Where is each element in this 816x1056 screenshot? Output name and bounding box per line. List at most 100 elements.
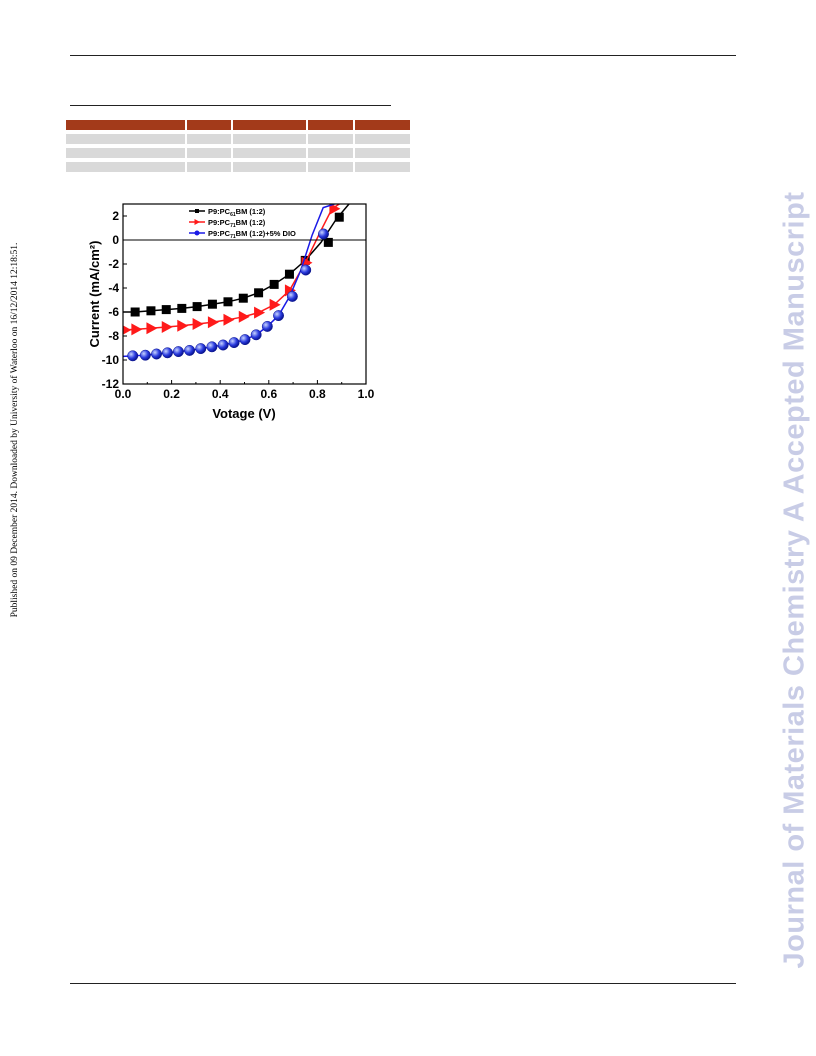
table-cell xyxy=(66,148,187,158)
table-cell xyxy=(308,162,355,172)
x-tick-label: 0.0 xyxy=(115,387,132,401)
table-cell xyxy=(308,134,355,144)
x-tick-label: 0.8 xyxy=(309,387,326,401)
series-line xyxy=(123,204,350,313)
data-point xyxy=(192,318,204,330)
data-point xyxy=(177,319,189,332)
data-point xyxy=(207,299,217,309)
table-header-cell xyxy=(187,120,233,130)
legend-item: P9:PC71BM (1:2) xyxy=(189,218,266,229)
data-point xyxy=(131,323,143,336)
data-point xyxy=(238,293,248,303)
data-point xyxy=(146,306,156,316)
table-header-cell xyxy=(355,120,412,130)
data-point xyxy=(329,204,341,215)
x-tick-label: 0.6 xyxy=(260,387,277,401)
x-tick-label: 1.0 xyxy=(358,387,375,401)
legend-item: P9:PC61BM (1:2) xyxy=(189,207,266,218)
table-cell xyxy=(187,134,233,144)
data-point xyxy=(269,279,279,289)
data-point xyxy=(250,329,262,341)
data-point xyxy=(177,303,187,313)
y-tick-label: -4 xyxy=(108,281,119,295)
table-cell xyxy=(66,134,187,144)
data-point xyxy=(139,349,151,361)
table-cell xyxy=(355,162,412,172)
data-point xyxy=(261,320,273,332)
table-cell xyxy=(187,148,233,158)
data-point xyxy=(223,313,235,326)
data-point xyxy=(192,302,202,312)
series-1 xyxy=(123,204,350,317)
data-point xyxy=(195,343,207,355)
table-cell xyxy=(355,134,412,144)
x-tick-label: 0.2 xyxy=(163,387,180,401)
data-point xyxy=(207,316,219,329)
legend-label: P9:PC71BM (1:2)+5% DIO xyxy=(208,229,296,240)
journal-watermark: Journal of Materials Chemistry A Accepte… xyxy=(778,191,811,969)
data-point xyxy=(284,269,294,279)
table-cell xyxy=(66,162,187,172)
data-point xyxy=(286,290,298,302)
y-tick-label: 0 xyxy=(112,233,119,247)
chart-legend: P9:PC61BM (1:2)P9:PC71BM (1:2)P9:PC71BM … xyxy=(189,207,296,240)
data-point xyxy=(161,305,171,315)
data-point xyxy=(334,212,344,222)
data-point xyxy=(239,334,251,346)
y-tick-label: -10 xyxy=(102,353,120,367)
data-point xyxy=(254,288,264,298)
legend-label: P9:PC61BM (1:2) xyxy=(208,207,266,218)
legend-marker xyxy=(194,230,200,236)
series-line xyxy=(123,204,340,331)
table-cell xyxy=(355,148,412,158)
table-cell xyxy=(187,162,233,172)
page-footer-rule xyxy=(70,983,736,984)
y-tick-label: -6 xyxy=(108,305,119,319)
data-point xyxy=(130,307,140,317)
legend-marker xyxy=(194,219,200,225)
y-tick-label: -8 xyxy=(108,329,119,343)
data-point xyxy=(228,337,240,349)
table-header-cell xyxy=(308,120,355,130)
legend-item: P9:PC71BM (1:2)+5% DIO xyxy=(189,229,296,240)
page-header-rule xyxy=(70,55,736,56)
jv-curve-chart: 0.0 0.2 0.4 0.6 0.8 1.0 -12 -10 -8 -6 -4 -2 0 2 P9:PC… xyxy=(87,203,375,421)
x-axis-label: Votage (V) xyxy=(212,406,275,421)
data-point xyxy=(161,321,173,333)
table-cell xyxy=(308,148,355,158)
data-point xyxy=(318,228,329,240)
data-point xyxy=(127,350,139,362)
legend-label: P9:PC71BM (1:2) xyxy=(208,218,266,229)
data-point xyxy=(323,237,333,247)
data-point xyxy=(223,297,233,307)
data-point xyxy=(206,341,218,353)
table-cell xyxy=(233,162,308,172)
table-caption-rule xyxy=(70,105,391,106)
results-table xyxy=(66,116,412,176)
series-2 xyxy=(123,204,341,336)
data-point xyxy=(273,310,284,322)
table-row xyxy=(66,134,412,144)
data-point xyxy=(184,344,196,356)
y-tick-label: 2 xyxy=(112,209,119,223)
table-cell xyxy=(233,148,308,158)
x-tick-label: 0.4 xyxy=(212,387,229,401)
data-point xyxy=(123,325,132,335)
y-tick-label: -2 xyxy=(108,257,119,271)
table-cell xyxy=(233,134,308,144)
y-axis-label: Current (mA/cm²) xyxy=(87,241,102,348)
data-point xyxy=(146,322,158,335)
table-header-cell xyxy=(66,120,187,130)
table-header-cell xyxy=(233,120,308,130)
series-3 xyxy=(123,204,335,362)
data-point xyxy=(238,310,250,323)
data-point xyxy=(284,284,296,297)
data-point xyxy=(269,298,281,311)
table-row xyxy=(66,162,412,172)
table-header-row xyxy=(66,120,412,130)
data-point xyxy=(172,346,184,358)
data-point xyxy=(217,339,229,351)
legend-marker xyxy=(195,209,199,213)
y-tick-label: -12 xyxy=(102,377,120,391)
data-point xyxy=(300,264,312,276)
